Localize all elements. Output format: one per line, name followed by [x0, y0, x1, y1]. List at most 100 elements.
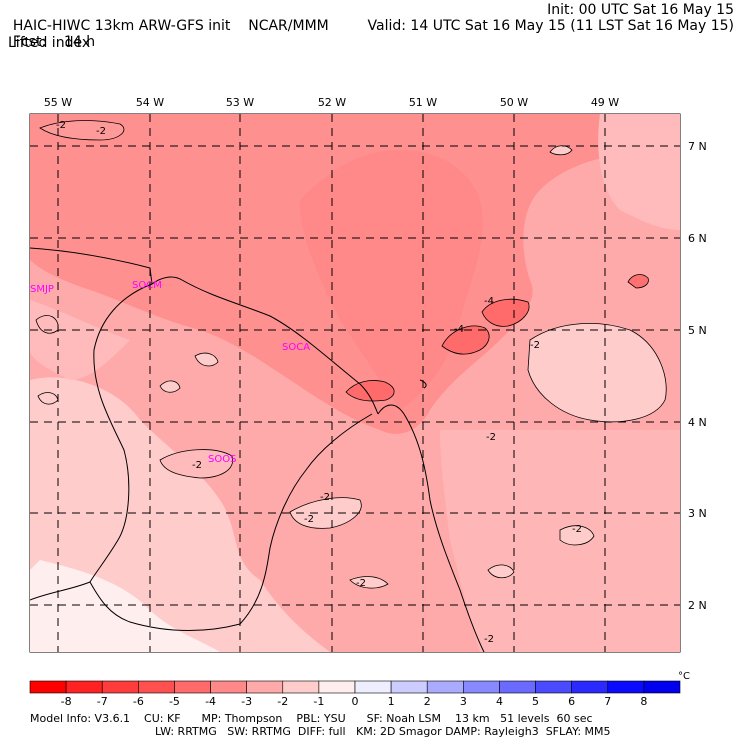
colorbar-tick-label: 2	[424, 695, 431, 708]
contour-label: -2	[320, 492, 330, 503]
colorbar-tick-label: 8	[640, 695, 647, 708]
shade-lighter-sw	[30, 560, 220, 652]
patch-s2	[349, 576, 389, 589]
patch-soos	[159, 449, 233, 479]
lon-label: 49 W	[591, 96, 619, 109]
colorbar-tick-label: 7	[604, 695, 611, 708]
contour-label: -2	[192, 460, 202, 471]
lon-label: 54 W	[136, 96, 164, 109]
lifted-index-field	[30, 114, 680, 652]
colorbar-swatch	[390, 680, 428, 694]
island	[419, 379, 427, 389]
lat-label: 7 N	[688, 140, 707, 153]
coastline-north	[30, 247, 379, 415]
graticule	[30, 114, 680, 652]
contour-label: -4	[454, 324, 464, 335]
border-southwest	[30, 581, 91, 601]
colorbar-tick-label: -5	[169, 695, 180, 708]
lat-label: 6 N	[688, 232, 707, 245]
colorbar-tick-label: -1	[313, 695, 324, 708]
shade-ne-light	[598, 114, 680, 230]
colorbar-swatch	[607, 680, 645, 694]
contour-label: -2	[304, 514, 314, 525]
colorbar-tick-label: -4	[205, 695, 216, 708]
shade-east-light	[527, 323, 667, 423]
colorbar-tick-label: -3	[241, 695, 252, 708]
colorbar-swatch	[318, 680, 356, 694]
contour-label: -2	[484, 634, 494, 645]
colorbar-swatch	[499, 680, 536, 694]
cell-minus4-c	[345, 380, 395, 402]
colorbar-swatch	[174, 680, 211, 694]
colorbar: -8 -7 -6 -5 -4 -3 -2 -1 0 1 2 3 4 5 6 7 8 °C	[29, 671, 690, 708]
patch-w1	[159, 380, 181, 393]
model-info-line1: Model Info: V3.6.1 CU: KF MP: Thompson P…	[30, 712, 593, 725]
contour-label: -2	[356, 578, 366, 589]
colorbar-swatch	[138, 680, 175, 694]
patch-se1	[559, 525, 595, 546]
colorbar-tick-label: 5	[532, 695, 539, 708]
contour-label: -2	[572, 524, 582, 535]
fcst-value: 14 h	[63, 34, 96, 50]
valid-time: Valid: 14 UTC Sat 16 May 15 (11 LST Sat …	[367, 18, 734, 34]
lat-label: 3 N	[688, 507, 707, 520]
colorbar-swatch	[29, 680, 67, 694]
lon-label: 53 W	[226, 96, 254, 109]
patch-nw	[39, 120, 125, 141]
colorbar-tick-label: 1	[388, 695, 395, 708]
colorbar-tick-label: 4	[496, 695, 503, 708]
cell-minus4-b	[481, 298, 530, 327]
colorbar-swatch	[246, 680, 284, 694]
coast-borders	[30, 247, 485, 652]
patch-ne	[549, 145, 573, 156]
org-name: NCAR/MMM	[248, 18, 329, 34]
cell-minus4-d	[627, 274, 649, 289]
contour-label: -2	[56, 120, 66, 131]
patch-w3	[194, 352, 219, 367]
model-name: HAIC-HIWC 13km ARW-GFS init	[12, 18, 231, 34]
coastline-east	[377, 404, 485, 652]
contour-label: -2	[530, 340, 540, 351]
station-label: SOCA	[282, 342, 310, 353]
lat-label: 4 N	[688, 416, 707, 429]
border-surinam-guiana	[89, 283, 373, 631]
forecast-hour: Fcst: 14 h	[4, 18, 95, 50]
colorbar-swatch	[210, 680, 247, 694]
contour-label: -2	[96, 126, 106, 137]
station-label: SOCM	[132, 280, 162, 291]
station-label: SOOS	[208, 454, 236, 465]
model-title: HAIC-HIWC 13km ARW-GFS init NCAR/MMM	[4, 2, 329, 34]
colorbar-tick-label: 0	[352, 695, 359, 708]
variable-name: Lifted index	[8, 35, 91, 51]
patch-se2	[487, 564, 515, 579]
lat-label: 5 N	[688, 324, 707, 337]
colorbar-swatch	[463, 680, 500, 694]
colorbar-swatch	[354, 680, 392, 694]
colorbar-tick-label: -6	[133, 695, 144, 708]
lat-label: 2 N	[688, 599, 707, 612]
lon-label: 50 W	[500, 96, 528, 109]
colorbar-tick-label: 3	[460, 695, 467, 708]
fcst-label: Fcst:	[12, 34, 47, 50]
init-time: Init: 00 UTC Sat 16 May 15	[547, 2, 734, 18]
colorbar-unit: °C	[678, 671, 690, 682]
colorbar-swatch	[282, 680, 320, 694]
model-info-line2: LW: RRTMG SW: RRTMG DIFF: full KM: 2D Sm…	[155, 725, 611, 738]
contour-label: -2	[486, 432, 496, 443]
cell-minus4-a	[441, 325, 490, 355]
colorbar-swatch	[643, 680, 681, 694]
colorbar-tick-label: -2	[277, 695, 288, 708]
colorbar-swatch	[426, 680, 464, 694]
colorbar-swatch	[571, 680, 609, 694]
lon-label: 51 W	[409, 96, 437, 109]
lon-label: 55 W	[44, 96, 72, 109]
shade-central-band	[300, 150, 483, 410]
lon-label: 52 W	[318, 96, 346, 109]
colorbar-swatch	[101, 680, 139, 694]
colorbar-tick-label: -7	[97, 695, 108, 708]
shade-se-light	[440, 430, 680, 652]
station-label: SMJP	[30, 284, 54, 295]
colorbar-swatch	[535, 680, 572, 694]
colorbar-swatch	[65, 680, 103, 694]
